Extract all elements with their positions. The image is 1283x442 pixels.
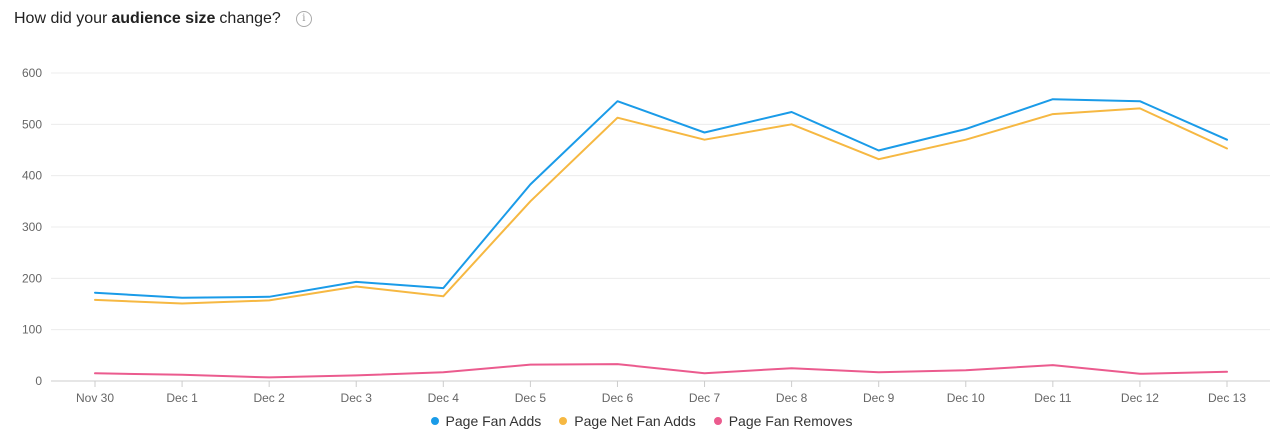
legend-item-page-fan-adds[interactable]: Page Fan Adds [430, 413, 542, 429]
y-tick-label: 400 [22, 169, 42, 183]
y-tick-label: 0 [35, 374, 42, 388]
x-tick-label: Dec 11 [1034, 391, 1071, 405]
x-tick-label: Dec 12 [1121, 391, 1159, 405]
info-icon[interactable]: i [295, 11, 312, 27]
legend: Page Fan Adds Page Net Fan Adds Page Fan R… [0, 413, 1283, 429]
y-tick-label: 500 [22, 117, 42, 131]
legend-dot-icon [559, 417, 568, 425]
heading-suffix: change? [219, 10, 281, 27]
x-tick-label: Dec 3 [341, 391, 373, 405]
chart-heading: How did your audience size change? i [14, 7, 312, 31]
x-tick-label: Dec 9 [863, 391, 895, 405]
series-line-page-fan-adds[interactable] [94, 98, 1228, 299]
x-tick-label: Dec 8 [776, 391, 808, 405]
x-tick-label: Dec 13 [1208, 391, 1246, 405]
x-axis: Nov 30 Dec 1 Dec 2 Dec 3 Dec 4 Dec 5 Dec 6 Dec … [76, 381, 1246, 405]
legend-item-page-net-fan-adds[interactable]: Page Net Fan Adds [559, 413, 696, 429]
y-tick-label: 600 [22, 66, 42, 80]
y-tick-label: 200 [22, 271, 42, 285]
legend-label: Page Fan Adds [445, 413, 542, 429]
legend-item-page-fan-removes[interactable]: Page Fan Removes [713, 413, 853, 429]
series-line-page-fan-removes[interactable] [94, 363, 1228, 379]
heading-bold: audience size [111, 10, 216, 27]
heading-prefix: How did your [14, 10, 108, 27]
x-tick-label: Nov 30 [76, 391, 114, 405]
x-tick-label: Dec 1 [166, 391, 198, 405]
x-tick-label: Dec 2 [253, 391, 285, 405]
legend-dot-icon [713, 417, 722, 425]
x-tick-label: Dec 6 [602, 391, 634, 405]
legend-label: Page Fan Removes [728, 413, 853, 429]
legend-label: Page Net Fan Adds [574, 413, 696, 429]
series-line-page-net-fan-adds[interactable] [94, 107, 1228, 305]
grid [51, 72, 1270, 382]
legend-dot-icon [430, 417, 439, 425]
x-tick-label: Dec 10 [947, 391, 985, 405]
x-tick-label: Dec 7 [689, 391, 721, 405]
y-tick-label: 100 [22, 323, 42, 337]
y-tick-label: 300 [22, 220, 42, 234]
x-tick-label: Dec 4 [428, 391, 460, 405]
series-lines [94, 98, 1228, 379]
x-tick-label: Dec 5 [515, 391, 547, 405]
y-axis: 0 100 200 300 400 500 600 [22, 66, 42, 388]
